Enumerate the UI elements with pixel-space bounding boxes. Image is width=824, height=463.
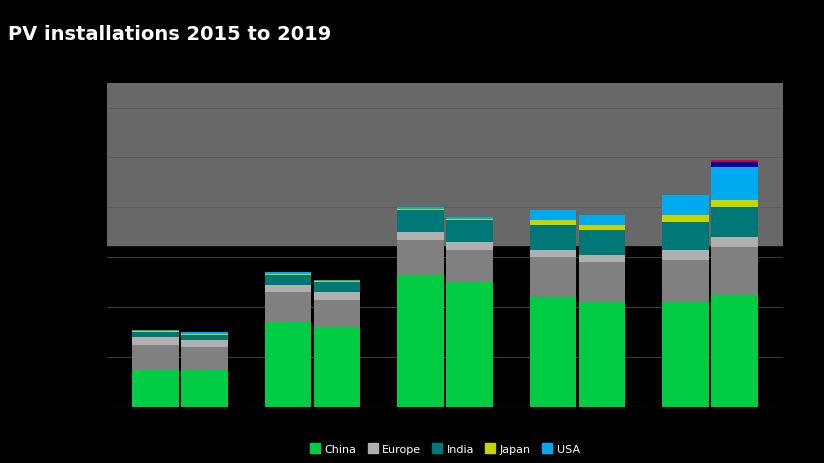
Bar <box>447 243 493 250</box>
Bar <box>181 334 227 335</box>
Bar <box>662 303 709 407</box>
Bar <box>133 330 179 332</box>
Legend: China, Europe, India, Japan, USA: China, Europe, India, Japan, USA <box>306 439 584 458</box>
Bar <box>711 208 757 238</box>
Bar <box>133 332 179 338</box>
Bar <box>265 285 311 293</box>
Bar <box>711 168 757 200</box>
Bar <box>265 275 311 285</box>
Bar <box>133 370 179 407</box>
Bar <box>530 211 576 220</box>
Bar <box>578 256 625 263</box>
Bar <box>662 195 709 215</box>
Bar <box>265 273 311 274</box>
Bar <box>181 335 227 340</box>
Bar <box>397 275 443 407</box>
Bar <box>530 225 576 250</box>
Bar <box>711 163 757 168</box>
Bar <box>711 248 757 295</box>
Bar <box>711 295 757 407</box>
Bar <box>447 219 493 220</box>
Bar <box>397 211 443 233</box>
Bar <box>314 282 360 283</box>
Bar <box>447 250 493 283</box>
Bar <box>133 345 179 370</box>
Bar <box>578 231 625 256</box>
Bar <box>662 223 709 250</box>
Bar <box>578 303 625 407</box>
Bar <box>447 220 493 243</box>
Bar <box>397 240 443 275</box>
Bar <box>530 258 576 298</box>
Bar <box>662 250 709 260</box>
Bar <box>447 283 493 407</box>
Bar <box>662 260 709 303</box>
Bar <box>578 215 625 225</box>
Bar <box>181 370 227 407</box>
Bar <box>107 83 783 245</box>
Bar <box>711 238 757 248</box>
Bar <box>181 340 227 348</box>
Bar <box>314 300 360 328</box>
Bar <box>314 293 360 300</box>
Bar <box>530 220 576 225</box>
Bar <box>662 215 709 223</box>
Bar <box>314 328 360 407</box>
Bar <box>265 274 311 275</box>
Bar <box>265 293 311 323</box>
Bar <box>314 283 360 293</box>
Bar <box>397 209 443 211</box>
Bar <box>530 298 576 407</box>
Bar <box>711 200 757 208</box>
Bar <box>181 332 227 334</box>
Bar <box>133 338 179 345</box>
Text: PV installations 2015 to 2019: PV installations 2015 to 2019 <box>8 25 331 44</box>
Bar <box>314 280 360 282</box>
Bar <box>530 250 576 258</box>
Bar <box>397 208 443 209</box>
Bar <box>265 323 311 407</box>
Bar <box>397 233 443 240</box>
Bar <box>181 348 227 370</box>
Bar <box>578 225 625 231</box>
Bar <box>711 161 757 163</box>
Bar <box>578 263 625 303</box>
Bar <box>447 218 493 219</box>
